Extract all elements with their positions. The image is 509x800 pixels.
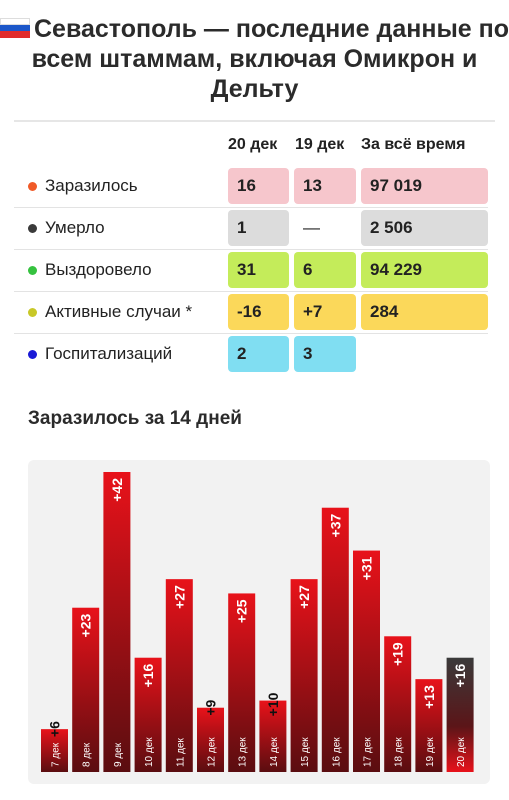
tick-label: 10 дек: [144, 737, 155, 767]
bar: [41, 729, 68, 772]
bullet-dot-icon: [28, 307, 37, 317]
bullet-dot-icon: [28, 349, 37, 359]
column-header-20-dec: 20 дек: [228, 136, 278, 153]
bullet-dot-icon: [28, 181, 37, 191]
row-label: Госпитализаций: [28, 336, 172, 372]
bar: [415, 679, 443, 772]
bar: [259, 700, 287, 772]
row-divider: [14, 207, 488, 208]
value-cell: 2: [228, 336, 289, 372]
data-label: +10: [265, 692, 281, 716]
row-label-text: Активные случаи *: [45, 302, 193, 321]
data-label: +13: [421, 685, 437, 709]
row-divider: [14, 291, 488, 292]
row-label-text: Заразилось: [45, 176, 138, 195]
tick-label: 8 дек: [82, 742, 93, 767]
row-label-text: Выздоровело: [45, 260, 152, 279]
data-label: +42: [109, 478, 125, 502]
data-label: +37: [327, 514, 343, 538]
page-title: Севастополь — последние данные по всем ш…: [0, 0, 509, 103]
value-cell: 16: [228, 168, 289, 204]
row-label: Выздоровело: [28, 252, 152, 288]
tick-label: 16 дек: [331, 737, 342, 767]
value-cell: 13: [294, 168, 356, 204]
tick-label: 20 дек: [456, 737, 467, 767]
bullet-dot-icon: [28, 265, 37, 275]
bar: [72, 607, 100, 772]
value-cell: 284: [361, 294, 488, 330]
tick-label: 19 дек: [425, 737, 436, 767]
tick-label: 18 дек: [394, 737, 405, 767]
value-cell: —: [303, 218, 320, 237]
data-label: +27: [171, 585, 187, 609]
tick-label: 14 дек: [269, 737, 280, 767]
column-header-19-dec: 19 дек: [295, 136, 345, 153]
bar: [321, 507, 349, 772]
russia-flag-icon: [0, 18, 30, 38]
tick-label: 9 дек: [113, 742, 124, 767]
column-header-all-time: За всё время: [361, 136, 466, 153]
data-label: +31: [359, 556, 375, 580]
value-cell: -16: [228, 294, 289, 330]
tick-label: 17 дек: [363, 737, 374, 767]
tick-label: 12 дек: [207, 737, 218, 767]
row-label: Активные случаи *: [28, 294, 192, 330]
row-divider: [14, 249, 488, 250]
row-label: Умерло: [28, 210, 105, 246]
bar: [446, 657, 474, 772]
tick-label: 15 дек: [300, 737, 311, 767]
row-label: Заразилось: [28, 168, 138, 204]
data-label: +19: [390, 642, 406, 666]
value-cell: 2 506: [361, 210, 488, 246]
bar: [353, 550, 380, 772]
bar: [197, 707, 224, 772]
bar: [228, 593, 256, 772]
cases-bar-chart: 7 дек +6 8 дек +23 9 дек +42 10 дек +16 11 дек +2…: [28, 460, 490, 784]
chart-svg: 7 дек +6 8 дек +23 9 дек +42 10 дек +16 11 дек +2…: [41, 472, 474, 772]
bar: [103, 472, 131, 772]
bar: [165, 579, 193, 772]
data-label: +27: [296, 585, 312, 609]
value-cell: 1: [228, 210, 289, 246]
data-label: +23: [78, 614, 94, 638]
value-cell: 31: [228, 252, 289, 288]
chart-section-title: Заразилось за 14 дней: [28, 408, 242, 429]
bar: [134, 657, 162, 772]
data-label: +6: [47, 721, 63, 737]
value-cell: 6: [294, 252, 356, 288]
data-label: +25: [234, 599, 250, 623]
stats-table: 20 дек 19 дек За всё время Заразилось 16 1…: [0, 122, 509, 372]
data-label: +16: [140, 664, 156, 688]
tick-label: 7 дек: [51, 742, 62, 767]
data-label: +9: [203, 700, 219, 716]
value-cell: 97 019: [361, 168, 488, 204]
row-divider: [14, 333, 488, 334]
value-cell: 3: [294, 336, 356, 372]
row-label-text: Госпитализаций: [45, 344, 173, 363]
bullet-dot-icon: [28, 223, 37, 233]
tick-label: 11 дек: [175, 737, 186, 767]
row-label-text: Умерло: [45, 218, 105, 237]
title-text: Севастополь — последние данные по всем ш…: [31, 15, 509, 103]
bar: [290, 579, 318, 772]
bar: [384, 636, 412, 772]
tick-label: 13 дек: [238, 737, 249, 767]
data-label: +16: [452, 664, 468, 688]
value-cell: 94 229: [361, 252, 488, 288]
divider: [14, 120, 495, 122]
value-cell: +7: [294, 294, 356, 330]
